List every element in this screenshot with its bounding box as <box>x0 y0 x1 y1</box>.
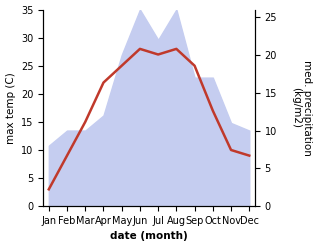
X-axis label: date (month): date (month) <box>110 231 188 242</box>
Y-axis label: max temp (C): max temp (C) <box>5 72 16 144</box>
Y-axis label: med. precipitation
(kg/m2): med. precipitation (kg/m2) <box>291 60 313 156</box>
